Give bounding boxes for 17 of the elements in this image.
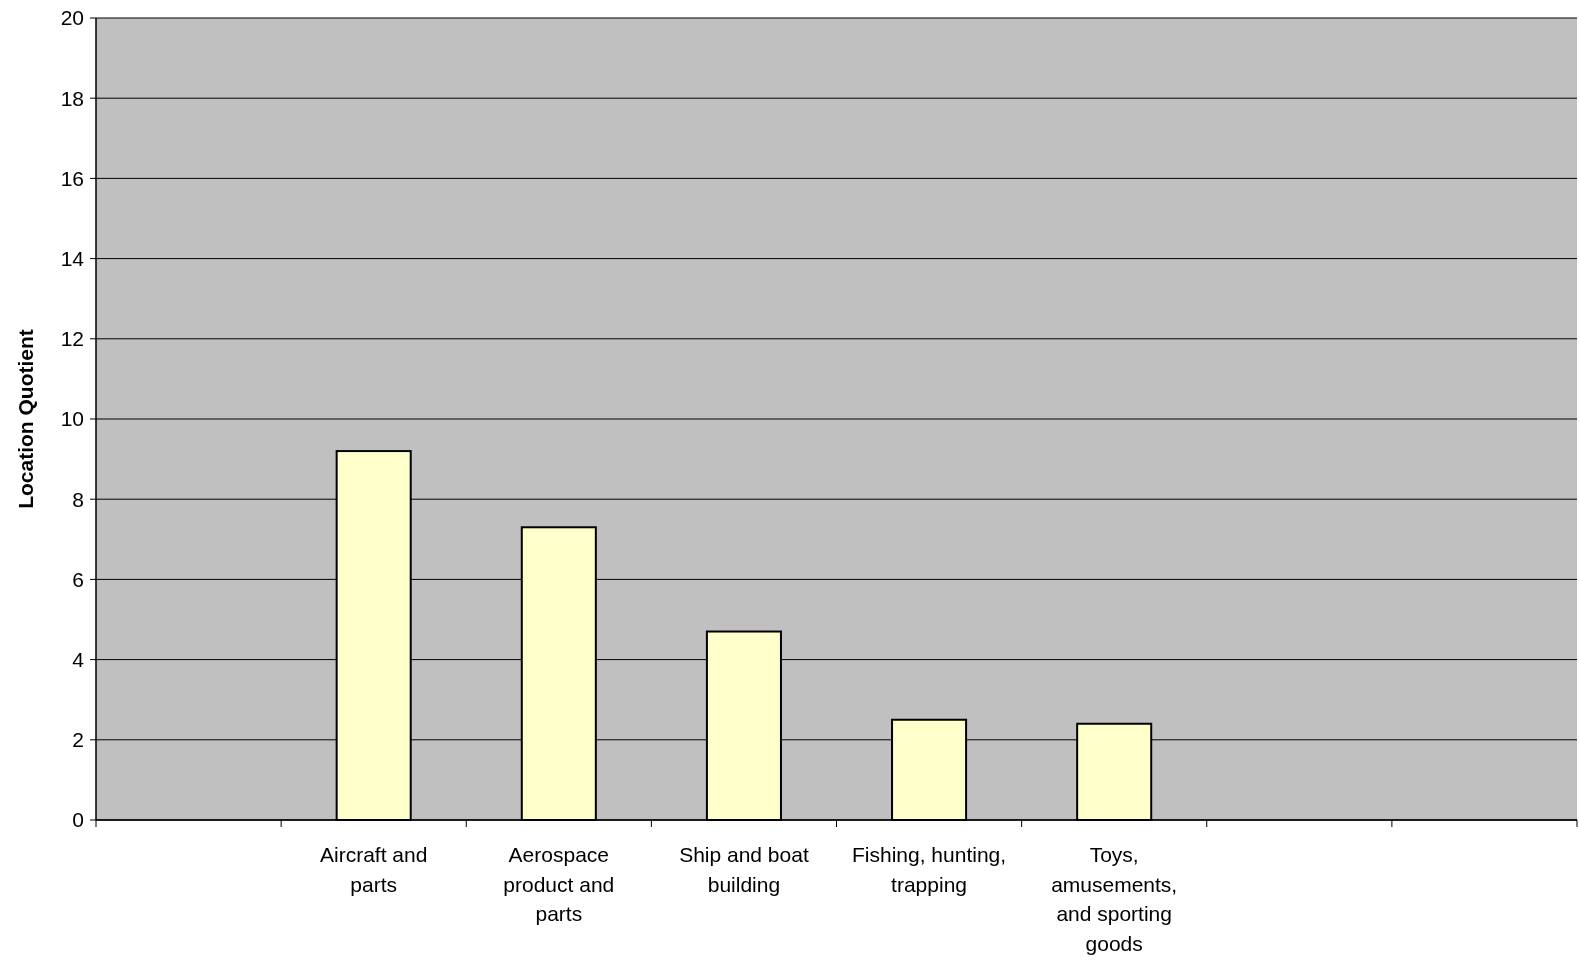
- y-tick-label: 2: [72, 728, 84, 752]
- x-tick-label: Fishing, hunting, trapping: [852, 843, 1007, 896]
- x-tick-label: Aircraft and parts: [319, 843, 428, 896]
- y-tick-label: 12: [60, 327, 84, 351]
- y-axis-title: Location Quotient: [14, 329, 37, 509]
- y-tick-label: 4: [72, 647, 85, 671]
- x-tick-label: Ship and boat building: [679, 843, 809, 896]
- y-tick-label: 18: [60, 86, 84, 110]
- y-tick-label: 0: [72, 808, 84, 832]
- y-tick-label: 10: [60, 407, 84, 431]
- x-tick-label: Aerospace product and parts: [503, 843, 615, 925]
- y-tick-label: 8: [72, 487, 84, 511]
- y-tick-label: 6: [72, 567, 84, 591]
- y-tick-label: 14: [60, 246, 85, 270]
- y-tick-label: 16: [60, 166, 84, 190]
- y-tick-label: 20: [60, 6, 84, 30]
- x-tick-label: Toys, amusements, and sporting goods: [1051, 843, 1178, 955]
